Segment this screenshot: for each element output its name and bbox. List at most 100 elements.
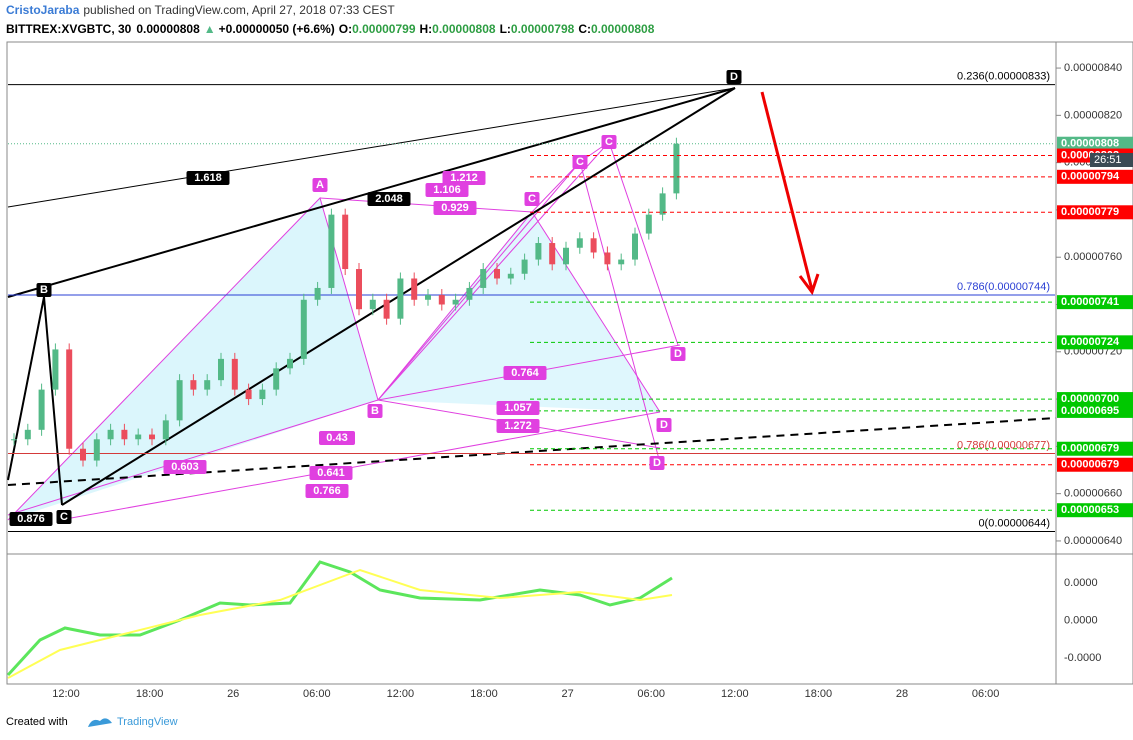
candle (231, 358, 238, 390)
candle (38, 389, 45, 430)
o-label: O: (339, 22, 352, 36)
arrow-head (798, 273, 820, 296)
pattern-label-box (186, 171, 230, 185)
candle (549, 243, 556, 265)
time-label: 18:00 (805, 688, 833, 700)
pattern-label: C (576, 156, 584, 168)
footer-created: Created with (6, 716, 68, 728)
symbol: BITTREX:XVGBTC, 30 (6, 22, 132, 36)
h-label: H: (420, 22, 433, 36)
price-tag (1057, 457, 1133, 472)
time-label: 12:00 (721, 688, 749, 700)
header-line: CristoJaraba published on TradingView.com… (6, 3, 395, 17)
candle (218, 358, 224, 381)
pattern-label: 1.212 (450, 172, 478, 184)
candle (535, 243, 542, 260)
y-tick-label: 0.00000640 (1064, 535, 1122, 547)
pattern-label: 1.272 (504, 420, 532, 432)
pattern-label: C (528, 193, 536, 205)
frame (6, 41, 1133, 685)
arrow: ▲ (204, 22, 216, 36)
candle (135, 434, 142, 440)
c: 0.00000808 (591, 22, 655, 36)
pattern-label-box (319, 431, 355, 445)
pattern-label-box (367, 404, 383, 418)
arrow-line (760, 91, 814, 291)
time-label: 06:00 (637, 688, 665, 700)
candle (245, 389, 252, 400)
price-tag-label: 0.00000741 (1061, 296, 1119, 308)
candle (314, 287, 321, 300)
candle (11, 439, 17, 441)
candle (93, 439, 100, 461)
candle (411, 278, 418, 300)
fib-label: 0(0.00000644) (978, 517, 1050, 529)
time-label: 27 (561, 688, 573, 700)
pattern-fill (8, 198, 378, 520)
osc-line (6, 560, 673, 677)
pattern-label-box (496, 419, 540, 433)
time-label: 28 (896, 688, 908, 700)
pattern-label: 1.106 (433, 184, 461, 196)
pattern-label-box (601, 135, 617, 149)
price-tag-label: 0.00000724 (1061, 336, 1120, 348)
change: +0.00000050 (+6.6%) (219, 22, 335, 36)
osc-tick-label: 0.0000 (1064, 577, 1098, 589)
y-tick-label: 0.00000820 (1064, 109, 1122, 121)
candle (618, 259, 625, 265)
candle (52, 349, 59, 390)
candle (659, 193, 666, 215)
pattern-label: D (674, 348, 682, 360)
price-tag-label: 0.00000679 (1061, 443, 1119, 455)
pattern-label: A (316, 179, 324, 191)
time-label: 06:00 (972, 688, 1000, 700)
y-tick-label: 0.00000840 (1064, 62, 1122, 74)
candle (204, 380, 211, 390)
candle (107, 429, 114, 440)
pattern-fill (378, 212, 660, 412)
pattern-label-box (309, 466, 353, 480)
price-tag (1057, 205, 1133, 220)
fib-label: 0.786(0.00000744) (957, 281, 1050, 293)
candle (438, 295, 445, 305)
candle (466, 287, 473, 300)
price-tag-label: 0.00000779 (1061, 206, 1119, 218)
candle (24, 429, 31, 440)
pattern-label-box (496, 401, 540, 415)
candle (673, 143, 680, 194)
pattern-label: 0.876 (17, 513, 45, 525)
pattern-label: 0.764 (511, 367, 539, 379)
candle (356, 269, 362, 310)
pattern-label-box (524, 192, 540, 206)
price-tag-label: 0.00000794 (1061, 171, 1120, 183)
pattern-label: C (60, 511, 68, 523)
pattern-label: 1.618 (194, 172, 222, 184)
footer-brand: TradingView (117, 716, 178, 728)
price-tag-label: 0.00000653 (1061, 504, 1119, 516)
candle (507, 273, 514, 279)
published: published on TradingView.com, April 27, … (83, 3, 395, 17)
last: 0.00000808 (136, 22, 200, 36)
pattern-label: B (371, 405, 379, 417)
pattern-label: D (660, 419, 668, 431)
price-tag-label: 0.00000700 (1061, 393, 1119, 405)
price-tag-label: 0.00000695 (1061, 405, 1119, 417)
candle (259, 389, 266, 400)
pattern-label-box (442, 171, 486, 185)
price-tag-label: 0.00000808 (1061, 138, 1119, 150)
l: 0.00000798 (511, 22, 575, 36)
candle (452, 299, 459, 305)
candle (632, 233, 638, 260)
candle (328, 214, 335, 288)
candle (383, 299, 390, 319)
candle (480, 269, 487, 288)
osc-signal (7, 568, 673, 679)
candle (590, 238, 597, 253)
time-label: 12:00 (387, 688, 415, 700)
osc-tick-label: -0.0000 (1064, 652, 1101, 664)
pattern-label-box (649, 456, 665, 470)
trend-line (7, 87, 736, 208)
price-tag (1057, 169, 1133, 184)
price-tag (1057, 136, 1133, 151)
